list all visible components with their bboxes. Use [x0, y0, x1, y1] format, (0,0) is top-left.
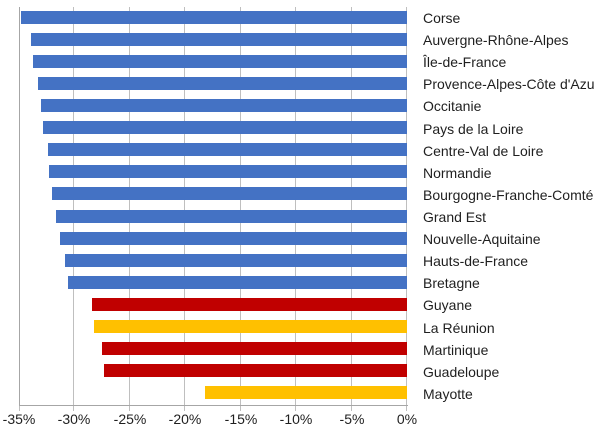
x-axis-line — [19, 405, 408, 406]
category-label: Martinique — [423, 341, 489, 358]
x-axis-tick-label: -35% — [2, 411, 36, 427]
category-label: Hauts-de-France — [423, 253, 529, 270]
bar — [55, 209, 407, 223]
category-label: Occitanie — [423, 98, 482, 115]
tick-mark — [129, 405, 130, 411]
tick-mark — [19, 405, 20, 411]
bar — [205, 386, 407, 400]
category-label: Pays de la Loire — [423, 120, 524, 137]
gridline — [73, 7, 74, 405]
y-axis-line — [19, 7, 20, 405]
x-axis-tick-label: -25% — [113, 411, 147, 427]
tick-mark — [406, 405, 407, 411]
bar — [37, 76, 407, 90]
bar — [41, 98, 407, 112]
category-label: Provence-Alpes-Côte d'Azu — [423, 76, 595, 93]
gridline — [184, 7, 185, 405]
plot-area — [19, 7, 407, 411]
bar — [102, 342, 407, 356]
tick-mark — [351, 405, 352, 411]
bar — [67, 275, 407, 289]
category-label: Guyane — [423, 297, 473, 314]
gridline — [406, 7, 407, 405]
bar — [92, 297, 407, 311]
category-label: Auvergne-Rhône-Alpes — [423, 32, 569, 49]
tick-mark — [295, 405, 296, 411]
x-axis-tick-label: -10% — [279, 411, 313, 427]
x-axis-tick-label: -30% — [57, 411, 91, 427]
gridline — [351, 7, 352, 405]
tick-mark — [73, 405, 74, 411]
bar — [52, 187, 407, 201]
category-label: Bretagne — [423, 275, 480, 292]
gridline — [129, 7, 130, 405]
bar — [60, 231, 407, 245]
tick-mark — [184, 405, 185, 411]
bar — [94, 320, 407, 334]
bar — [43, 121, 407, 135]
x-axis-tick-label: -20% — [168, 411, 202, 427]
category-label: Corse — [423, 10, 461, 27]
bar — [33, 54, 407, 68]
x-axis-tick-label: -15% — [224, 411, 258, 427]
category-label: Normandie — [423, 164, 492, 181]
bar — [47, 143, 407, 157]
bar — [21, 10, 407, 24]
gridline — [295, 7, 296, 405]
bar — [48, 165, 407, 179]
tick-mark — [240, 405, 241, 411]
category-label: Mayotte — [423, 385, 473, 402]
x-axis-tick-label: 0% — [396, 411, 418, 427]
category-label: Centre-Val de Loire — [423, 142, 544, 159]
bar — [31, 32, 407, 46]
category-label: Bourgogne-Franche-Comté — [423, 186, 594, 203]
category-label: Île-de-France — [423, 54, 507, 71]
category-label: Guadeloupe — [423, 363, 500, 380]
category-label: Grand Est — [423, 209, 487, 226]
bar — [64, 253, 407, 267]
bar — [104, 364, 407, 378]
x-axis-tick-label: -5% — [339, 411, 365, 427]
category-label: Nouvelle-Aquitaine — [423, 231, 541, 248]
gridline — [240, 7, 241, 405]
category-label: La Réunion — [423, 319, 495, 336]
